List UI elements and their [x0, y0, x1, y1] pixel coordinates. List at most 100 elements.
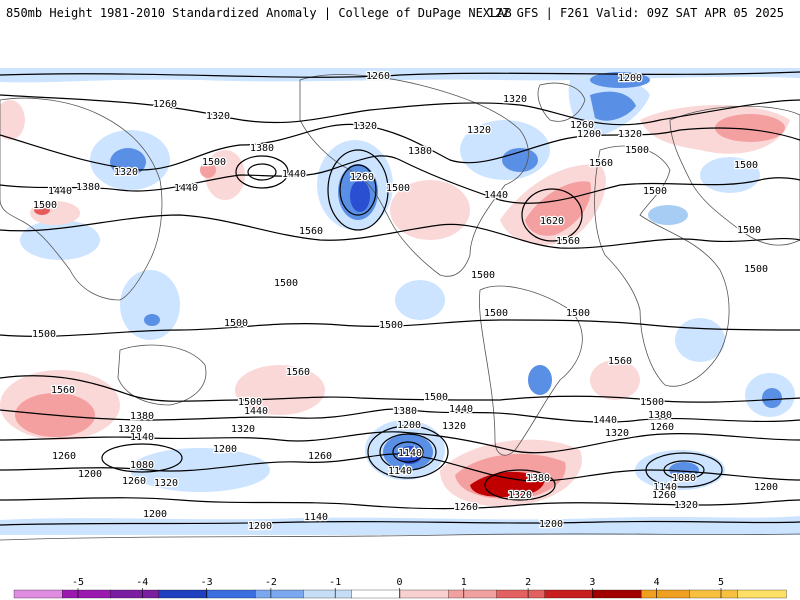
colorbar-bin: [399, 589, 449, 599]
model-run-info: 12Z GFS | F261 Valid: 09Z SAT APR 05 202…: [487, 6, 784, 20]
contour-label: 1560: [299, 226, 323, 237]
colorbar-bin: [689, 589, 739, 599]
contour-label: 1320: [605, 428, 629, 439]
contour-label: 1380: [76, 182, 100, 193]
north-america-outline: [299, 74, 529, 277]
contour-label: 1260: [652, 490, 676, 501]
contour-label: 1200: [618, 73, 642, 84]
contour-label: 1500: [744, 264, 768, 275]
contour-label: 1380: [130, 411, 154, 422]
contour-label: 1140: [653, 482, 677, 493]
colorbar-tick-label: -2: [265, 577, 277, 588]
colorbar-tick-label: -1: [329, 577, 341, 588]
contour-label: 1260: [52, 451, 76, 462]
contour-label: 1500: [33, 200, 57, 211]
contour-label: 1320: [206, 111, 230, 122]
colorbar-tick-label: -5: [72, 577, 84, 588]
anomaly-shading: [0, 68, 800, 535]
contour-label: 1500: [734, 160, 758, 171]
contour-label: 1500: [274, 278, 298, 289]
colorbar-tick-label: -3: [201, 577, 213, 588]
colorbar-tick-label: 2: [525, 577, 531, 588]
colorbar-tick-label: 3: [589, 577, 595, 588]
contour-label: 1320: [353, 121, 377, 132]
contour-label: 1320: [674, 500, 698, 511]
contour-label: 1500: [566, 308, 590, 319]
contour-label: 1200: [78, 469, 102, 480]
colorbar-bin: [158, 589, 208, 599]
contour-label: 1320: [114, 167, 138, 178]
contour-label: 1320: [231, 424, 255, 435]
contour-label: 1260: [366, 71, 390, 82]
contour-label: 1080: [130, 460, 154, 471]
colorbar-bin: [592, 589, 642, 599]
contour-label: 1380: [526, 473, 550, 484]
contour-label: 1500: [424, 392, 448, 403]
contour-label: 1560: [589, 158, 613, 169]
colorbar-bin: [448, 589, 498, 599]
contour-label: 1500: [640, 397, 664, 408]
contour-label: 1500: [238, 397, 262, 408]
colorbar-bin: [13, 589, 63, 599]
contour-label: 1440: [48, 186, 72, 197]
contour-label: 1440: [282, 169, 306, 180]
contour-label: 1320: [154, 478, 178, 489]
contour-label: 1500: [202, 157, 226, 168]
colorbar-bin: [351, 589, 401, 599]
contour-label: 1200: [539, 519, 563, 530]
contour-label: 1560: [51, 385, 75, 396]
contour-label: 1260: [350, 172, 374, 183]
colorbar-bin: [255, 589, 305, 599]
contour-label: 1440: [244, 406, 268, 417]
contour-label: 1320: [618, 129, 642, 140]
colorbar-tick-label: 0: [396, 577, 402, 588]
contour-label: 1260: [650, 422, 674, 433]
south-america-outline: [479, 285, 583, 456]
contour-label: 1260: [308, 451, 332, 462]
contour-label: 1440: [484, 190, 508, 201]
contour-label: 1260: [153, 99, 177, 110]
colorbar-bins: [13, 589, 787, 599]
asia-outline: [669, 105, 800, 246]
contour-label: 1320: [508, 490, 532, 501]
contour-label: 1200: [248, 521, 272, 532]
europe-africa-outline: [594, 145, 730, 387]
contour-label: 1140: [130, 432, 154, 443]
contour-label: 1200: [143, 509, 167, 520]
contour-label: 1320: [442, 421, 466, 432]
contour-label: 1440: [449, 404, 473, 415]
map-title: 850mb Height 1981-2010 Standardized Anom…: [6, 6, 512, 20]
contour-label: 1080: [672, 473, 696, 484]
contour-label: 1560: [556, 236, 580, 247]
contour-label: 1200: [754, 482, 778, 493]
contour-label: 1320: [118, 424, 142, 435]
contour-label: 1380: [393, 406, 417, 417]
contour-label: 1500: [625, 145, 649, 156]
colorbar-bin: [206, 589, 256, 599]
contour-label: 1200: [397, 420, 421, 431]
colorbar-ticks: -5 -4 -3 -2 -1 0 1 2 3 4 5: [72, 577, 724, 598]
contour-label: 1380: [250, 143, 274, 154]
contour-label: 1140: [304, 512, 328, 523]
colorbar-bin: [544, 589, 594, 599]
contour-label: 1500: [737, 225, 761, 236]
colorbar-tick-label: 4: [654, 577, 660, 588]
contour-label: 1140: [398, 448, 422, 459]
colorbar: -5 -4 -3 -2 -1 0 1 2 3 4 5: [13, 577, 787, 599]
colorbar-bin: [62, 589, 112, 599]
colorbar-bin: [737, 589, 787, 599]
contour-label: 1500: [32, 329, 56, 340]
contour-label: 1260: [570, 120, 594, 131]
colorbar-tick-label: 1: [461, 577, 467, 588]
height-contours: [0, 71, 800, 526]
contour-label: 1620: [540, 216, 564, 227]
contour-label: 1260: [122, 476, 146, 487]
contour-label: 1260: [454, 502, 478, 513]
contour-label: 1500: [386, 183, 410, 194]
contour-label: 1200: [213, 444, 237, 455]
contour-label: 1500: [379, 320, 403, 331]
colorbar-bin: [496, 589, 546, 599]
contour-label: 1500: [484, 308, 508, 319]
